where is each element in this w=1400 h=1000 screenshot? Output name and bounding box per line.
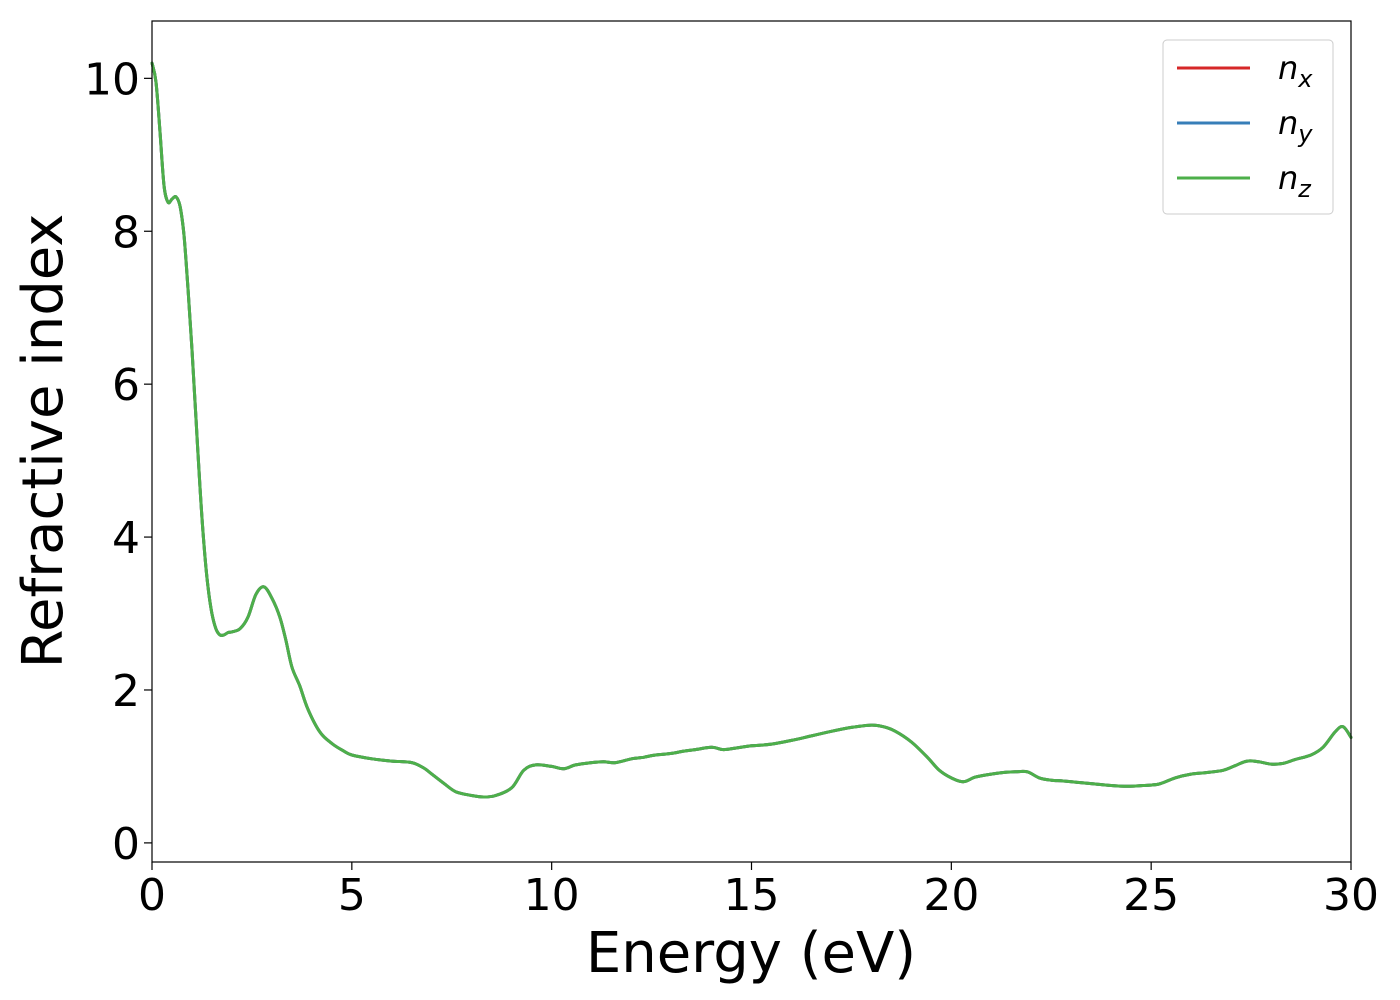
x-tick-label: 20	[923, 870, 979, 921]
y-tick-label: 8	[112, 207, 140, 258]
legend-box	[1162, 39, 1334, 215]
x-axis-label: Energy (eV)	[586, 921, 916, 986]
y-tick-label: 2	[112, 666, 140, 717]
y-tick-label: 6	[112, 360, 140, 411]
series-line-n-z	[150, 61, 1353, 799]
y-axis-label: Refractive index	[11, 214, 76, 669]
y-tick-label: 10	[84, 54, 140, 105]
y-tick-label: 0	[112, 819, 140, 870]
x-tick-label: 5	[338, 870, 366, 921]
x-axis: 0 5 10 15 20 25 30	[138, 862, 1379, 921]
x-tick-label: 15	[724, 870, 780, 921]
y-tick-label: 4	[112, 513, 140, 564]
y-axis: 0 2 4 6 8 10	[84, 54, 152, 870]
x-tick-label: 0	[138, 870, 166, 921]
x-tick-label: 10	[524, 870, 580, 921]
plot-lines	[150, 61, 1353, 799]
x-tick-label: 30	[1323, 870, 1379, 921]
x-tick-label: 25	[1123, 870, 1179, 921]
